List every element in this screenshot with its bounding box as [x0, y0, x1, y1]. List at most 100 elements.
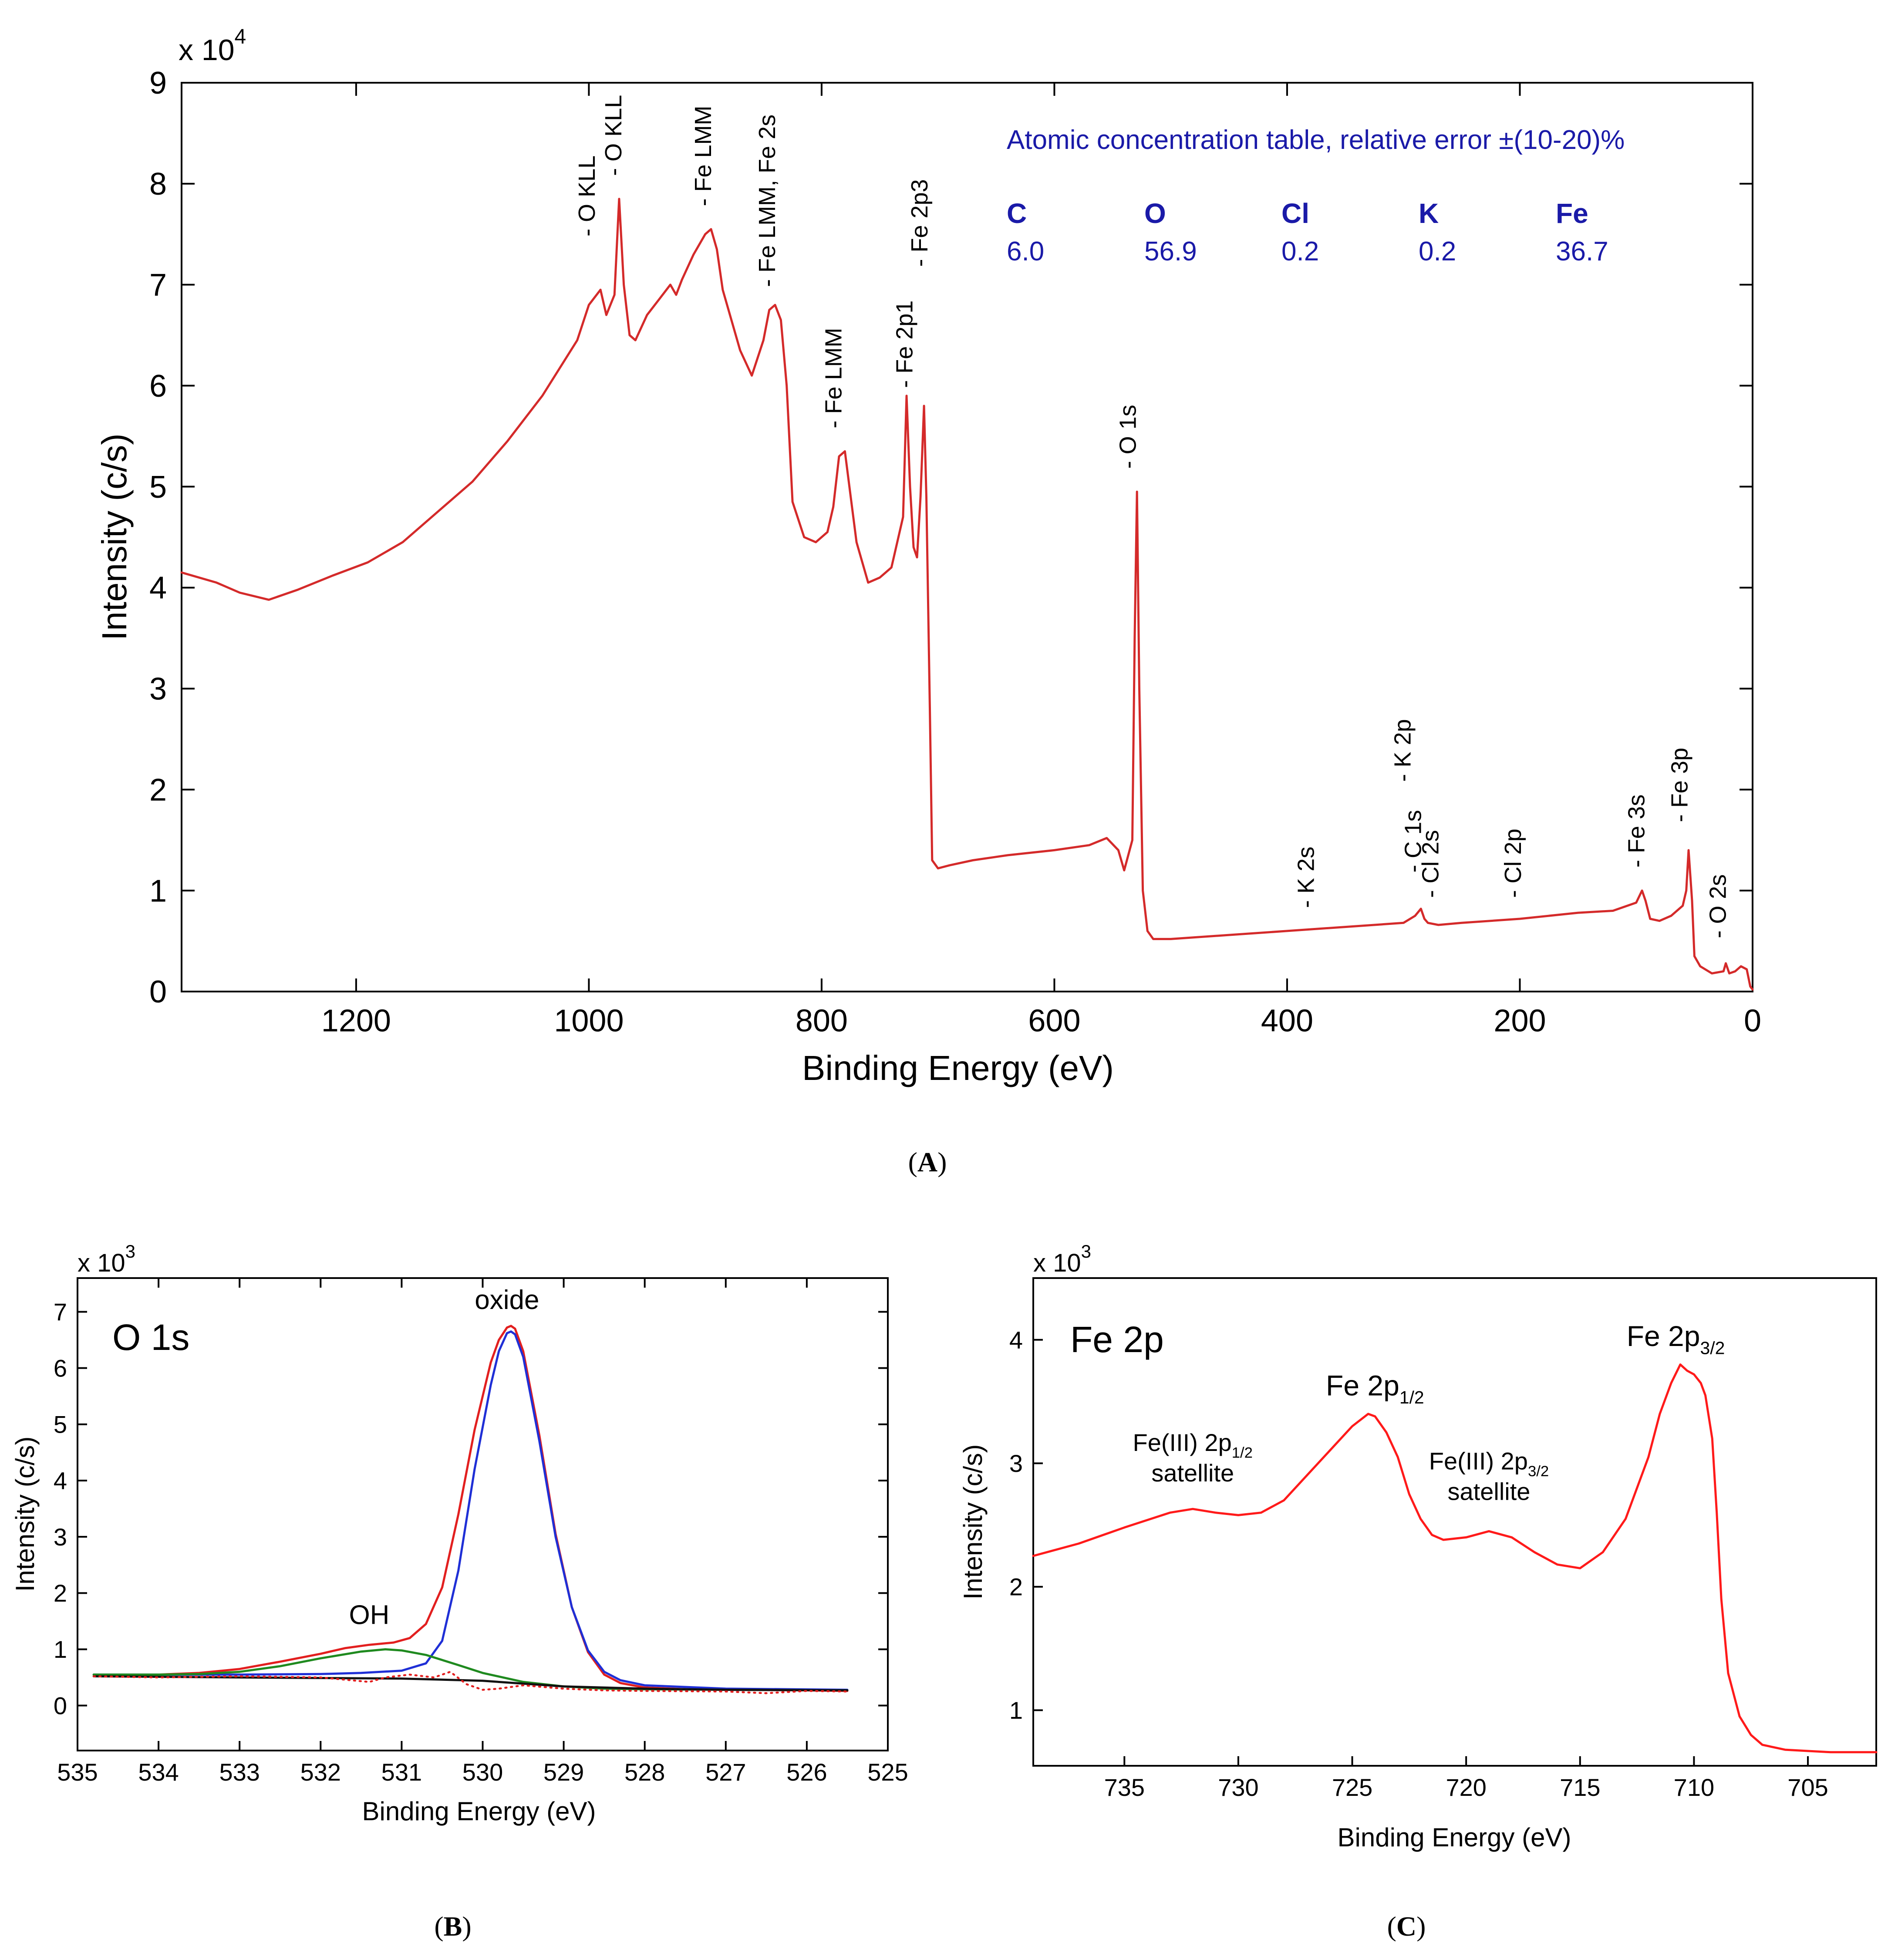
panel-c-series [1032, 1363, 1878, 1754]
panel-a-plot-frame [181, 82, 1753, 992]
panel-b-y-tick-label: 3 [54, 1523, 67, 1551]
panel-a-y-tick-label: 8 [149, 167, 167, 202]
element-header: K [1419, 198, 1439, 229]
panel-a-y-tick-label: 2 [149, 773, 167, 807]
peak-label: - K 2p [1389, 719, 1416, 782]
panel-a-y-tick-label: 9 [149, 66, 167, 101]
panel-c-ticks: 735 730 725 720 715 710 705 1 2 3 4 [1009, 1326, 1828, 1801]
panel-c-title: Fe 2p [1070, 1319, 1164, 1360]
oxide-peak-label: oxide [475, 1285, 539, 1315]
panel-b-y-tick-label: 4 [54, 1467, 67, 1494]
panel-b-x-tick-label: 528 [624, 1758, 665, 1786]
panel-c-fe2p-chart: 735 730 725 720 715 710 705 1 2 3 4 Fe 2p1/2 Fe 2p3… [958, 1241, 1878, 1942]
panel-b-series [92, 1325, 849, 1694]
panel-c-y-tick-label: 3 [1009, 1450, 1023, 1477]
peak-label: - O 1s [1115, 405, 1141, 469]
panel-c-y-tick-label: 2 [1009, 1573, 1023, 1600]
panel-a-peak-labels: - O KLL- O KLL - Fe LMM - Fe LMM, Fe 2s - F… [574, 95, 1731, 938]
panel-b-y-tick-label: 0 [54, 1692, 67, 1719]
panel-b-x-tick-label: 532 [300, 1758, 341, 1786]
panel-a-series [180, 198, 1754, 991]
panel-c-x-tick-label: 735 [1104, 1774, 1145, 1801]
panel-b-x-axis-label: Binding Energy (eV) [362, 1797, 596, 1826]
element-value: 36.7 [1556, 236, 1608, 267]
panel-a-y-multiplier: x 104 [179, 25, 246, 67]
panel-b-y-tick-label: 1 [54, 1636, 67, 1663]
panel-c-x-axis-label: Binding Energy (eV) [1338, 1823, 1571, 1852]
panel-a-x-tick-label: 600 [1028, 1004, 1080, 1039]
oh-peak-label: OH [349, 1600, 389, 1630]
panel-c-x-tick-label: 710 [1674, 1774, 1714, 1801]
panel-a-y-tick-label: 5 [149, 470, 167, 505]
panel-a-y-tick-label: 6 [149, 369, 167, 404]
concentration-table-title: Atomic concentration table, relative err… [1007, 125, 1625, 155]
panel-b-caption: (B) [434, 1911, 471, 1942]
panel-b-y-tick-label: 5 [54, 1410, 67, 1438]
panel-b-x-tick-label: 534 [138, 1758, 179, 1786]
peak-label: - Fe 3s [1623, 794, 1649, 867]
panel-b-series-line-oxide [92, 1330, 849, 1691]
panel-c-x-tick-label: 725 [1332, 1774, 1372, 1801]
panel-b-y-tick-label: 2 [54, 1579, 67, 1607]
panel-c-x-tick-label: 715 [1560, 1774, 1600, 1801]
panel-b-o1s-chart: 535 534 533 532 531 530 529 528 527 526 525 0 1 2 3 4 5 6… [10, 1241, 908, 1942]
concentration-table: Atomic concentration table, relative err… [1007, 125, 1625, 267]
panel-b-x-tick-label: 533 [219, 1758, 260, 1786]
panel-a-y-axis-label: Intensity (c/s) [95, 433, 134, 641]
fe2p-annotation-satellite: satellite [1151, 1459, 1234, 1487]
peak-label: - O KLL [574, 155, 600, 236]
panel-b-x-tick-label: 526 [786, 1758, 827, 1786]
panel-a-x-tick-label: 200 [1494, 1004, 1546, 1039]
panel-a-x-tick-label: 0 [1744, 1004, 1761, 1039]
panel-c-plot-frame [1032, 1277, 1877, 1767]
peak-label: - Cl 2s [1417, 830, 1443, 898]
panel-a-series-line-survey [180, 198, 1754, 991]
panel-c-y-tick-label: 4 [1009, 1326, 1023, 1353]
peak-label: - O 2s [1705, 874, 1731, 938]
fe2p-annotation-satellite: satellite [1448, 1478, 1531, 1505]
panel-a-y-tick-label: 1 [149, 874, 167, 908]
panel-a-y-tick-label: 4 [149, 571, 167, 606]
panel-a-x-tick-label: 800 [796, 1004, 848, 1039]
panel-b-y-axis-label: Intensity (c/s) [10, 1437, 40, 1592]
panel-a-caption: (A) [908, 1147, 947, 1177]
element-header: C [1007, 198, 1027, 229]
panel-c-x-tick-label: 730 [1218, 1774, 1258, 1801]
fe2p-annotation: Fe(III) 2p3/2 [1429, 1447, 1549, 1480]
fe2p-annotation: Fe 2p1/2 [1326, 1369, 1424, 1407]
panel-a-y-tick-label: 0 [149, 975, 167, 1009]
panel-a-y-tick-label: 7 [149, 268, 167, 303]
element-header: Fe [1556, 198, 1588, 229]
panel-a-x-tick-label: 1200 [321, 1004, 391, 1039]
peak-label: - C 1s [1400, 810, 1426, 873]
panel-b-series-line-oh [92, 1648, 849, 1692]
peak-label: - Fe 3p [1666, 748, 1692, 822]
element-value: 6.0 [1007, 236, 1044, 267]
panel-c-x-tick-label: 705 [1787, 1774, 1828, 1801]
panel-c-y-axis-label: Intensity (c/s) [958, 1444, 988, 1600]
element-header: O [1144, 198, 1166, 229]
panel-b-title: O 1s [112, 1317, 189, 1358]
panel-a-x-axis-label: Binding Energy (eV) [802, 1049, 1114, 1087]
panel-a-x-tick-label: 1000 [554, 1004, 624, 1039]
panel-c-series-line-fe-2p [1032, 1363, 1878, 1754]
panel-b-x-tick-label: 527 [705, 1758, 746, 1786]
element-value: 0.2 [1281, 236, 1319, 267]
panel-b-ticks: 535 534 533 532 531 530 529 528 527 526 525 0 1 2 3 4 5 6… [54, 1278, 908, 1786]
panel-b-series-line-background [92, 1675, 849, 1692]
peak-label: - Fe 2p3 [907, 179, 933, 267]
element-header: Cl [1281, 198, 1309, 229]
panel-a-y-tick-label: 3 [149, 672, 167, 707]
peak-label: - Cl 2p [1500, 829, 1526, 898]
peak-label: - Fe LMM [690, 105, 716, 206]
panel-b-x-tick-label: 535 [57, 1758, 98, 1786]
panel-b-series-line-envelope [92, 1325, 849, 1692]
peak-label: - Fe LMM [820, 328, 846, 428]
panel-c-y-multiplier: x 103 [1033, 1241, 1091, 1277]
panel-b-x-tick-label: 529 [543, 1758, 584, 1786]
panel-c-y-tick-label: 1 [1009, 1697, 1023, 1724]
element-value: 0.2 [1419, 236, 1456, 267]
